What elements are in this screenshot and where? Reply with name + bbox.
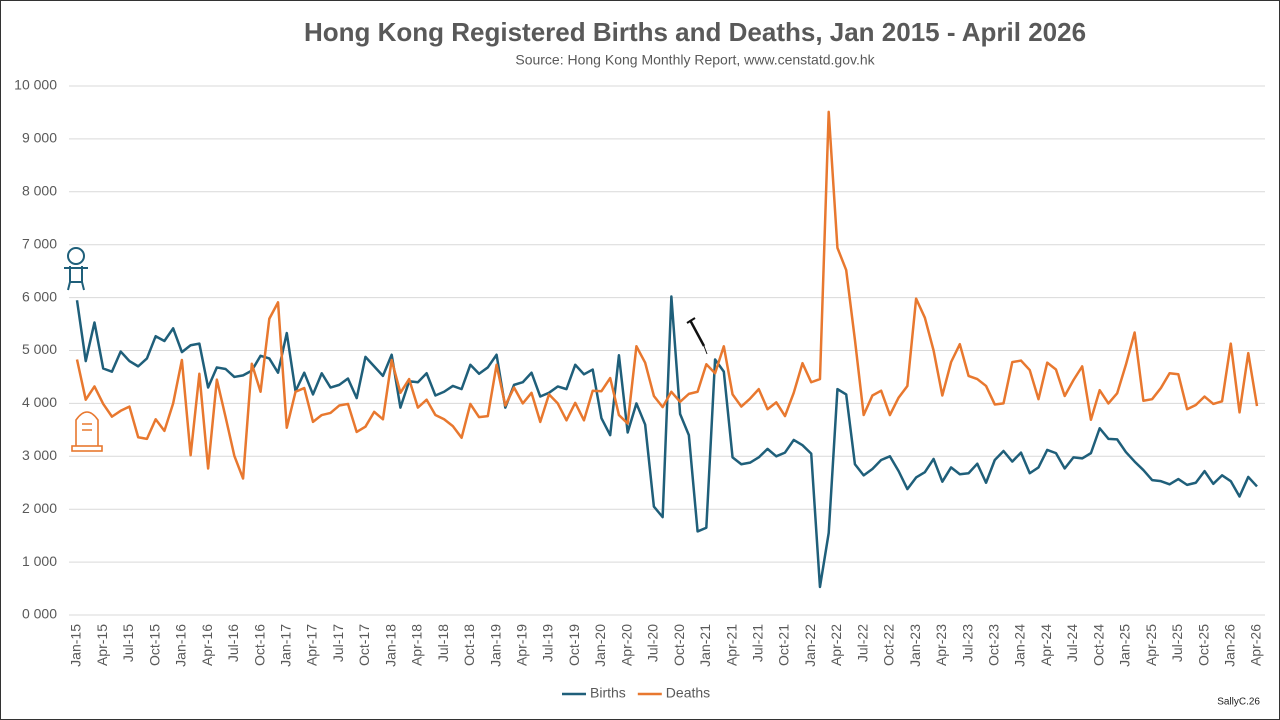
x-tick-label: Apr-26 bbox=[1248, 624, 1264, 666]
x-tick-label: Jan-15 bbox=[68, 624, 84, 667]
y-tick-label: 5 000 bbox=[22, 341, 57, 357]
y-tick-label: 9 000 bbox=[22, 130, 57, 146]
x-tick-label: Jul-24 bbox=[1064, 624, 1080, 662]
y-tick-label: 8 000 bbox=[22, 183, 57, 199]
y-tick-label: 0 000 bbox=[22, 606, 57, 622]
x-tick-label: Jan-20 bbox=[592, 624, 608, 667]
x-tick-label: Apr-17 bbox=[304, 624, 320, 666]
x-tick-label: Jul-21 bbox=[749, 624, 765, 662]
x-tick-label: Jan-26 bbox=[1221, 624, 1237, 667]
credit: SallyC.26 bbox=[1217, 697, 1260, 708]
series-line bbox=[75, 110, 1259, 480]
x-tick-label: Oct-17 bbox=[356, 624, 372, 666]
x-tick-label: Oct-19 bbox=[566, 624, 582, 666]
y-tick-label: 2 000 bbox=[22, 500, 57, 516]
x-tick-label: Oct-18 bbox=[461, 624, 477, 666]
x-tick-label: Oct-16 bbox=[251, 624, 267, 666]
x-tick-label: Apr-21 bbox=[723, 624, 739, 666]
y-tick-label: 7 000 bbox=[22, 235, 57, 251]
x-tick-label: Jul-15 bbox=[120, 624, 136, 662]
x-tick-label: Jan-21 bbox=[697, 624, 713, 667]
x-tick-label: Oct-23 bbox=[985, 624, 1001, 666]
y-tick-label: 4 000 bbox=[22, 394, 57, 410]
x-tick-label: Oct-15 bbox=[146, 624, 162, 666]
chart-title: Hong Kong Registered Births and Deaths, … bbox=[304, 17, 1086, 47]
baby-icon bbox=[64, 247, 88, 291]
x-tick-label: Apr-20 bbox=[618, 624, 634, 666]
chart-subtitle: Source: Hong Kong Monthly Report, www.ce… bbox=[515, 52, 875, 68]
x-tick-label: Jan-25 bbox=[1117, 624, 1133, 667]
y-tick-label: 6 000 bbox=[22, 288, 57, 304]
x-tick-label: Jan-24 bbox=[1012, 624, 1028, 667]
x-tick-label: Oct-25 bbox=[1195, 624, 1211, 666]
tombstone-icon bbox=[71, 411, 103, 452]
y-tick-label: 10 000 bbox=[14, 77, 57, 93]
legend-label: Births bbox=[590, 685, 626, 701]
y-tick-label: 1 000 bbox=[22, 553, 57, 569]
x-tick-label: Oct-24 bbox=[1090, 624, 1106, 666]
syringe-icon bbox=[686, 317, 708, 355]
x-tick-label: Jan-22 bbox=[802, 624, 818, 667]
x-tick-label: Jul-18 bbox=[435, 624, 451, 662]
x-tick-label: Jul-16 bbox=[225, 624, 241, 662]
x-tick-label: Jan-18 bbox=[382, 624, 398, 667]
x-tick-label: Apr-19 bbox=[513, 624, 529, 666]
x-tick-label: Jan-19 bbox=[487, 624, 503, 667]
x-tick-label: Jan-16 bbox=[173, 624, 189, 667]
x-tick-label: Oct-20 bbox=[671, 624, 687, 666]
x-tick-label: Apr-24 bbox=[1038, 624, 1054, 666]
x-tick-label: Jul-20 bbox=[645, 624, 661, 662]
x-tick-label: Jan-23 bbox=[907, 624, 923, 667]
y-tick-label: 3 000 bbox=[22, 447, 57, 463]
plot bbox=[75, 110, 1259, 589]
x-tick-label: Jul-19 bbox=[540, 624, 556, 662]
series-line bbox=[75, 295, 1258, 589]
x-tick-label: Jul-17 bbox=[330, 624, 346, 662]
x-tick-label: Oct-21 bbox=[776, 624, 792, 666]
x-tick-label: Jul-22 bbox=[854, 624, 870, 662]
x-tick-label: Jul-25 bbox=[1169, 624, 1185, 662]
x-tick-label: Apr-18 bbox=[409, 624, 425, 666]
x-tick-label: Jan-17 bbox=[277, 624, 293, 667]
x-tick-label: Jul-23 bbox=[959, 624, 975, 662]
x-tick-label: Apr-25 bbox=[1143, 624, 1159, 666]
x-tick-label: Oct-22 bbox=[881, 624, 897, 666]
legend-label: Deaths bbox=[666, 685, 710, 701]
x-tick-label: Apr-16 bbox=[199, 624, 215, 666]
x-tick-label: Apr-15 bbox=[94, 624, 110, 666]
legend: Births Deaths bbox=[562, 685, 710, 701]
x-tick-label: Apr-22 bbox=[828, 624, 844, 666]
x-tick-label: Apr-23 bbox=[933, 624, 949, 666]
